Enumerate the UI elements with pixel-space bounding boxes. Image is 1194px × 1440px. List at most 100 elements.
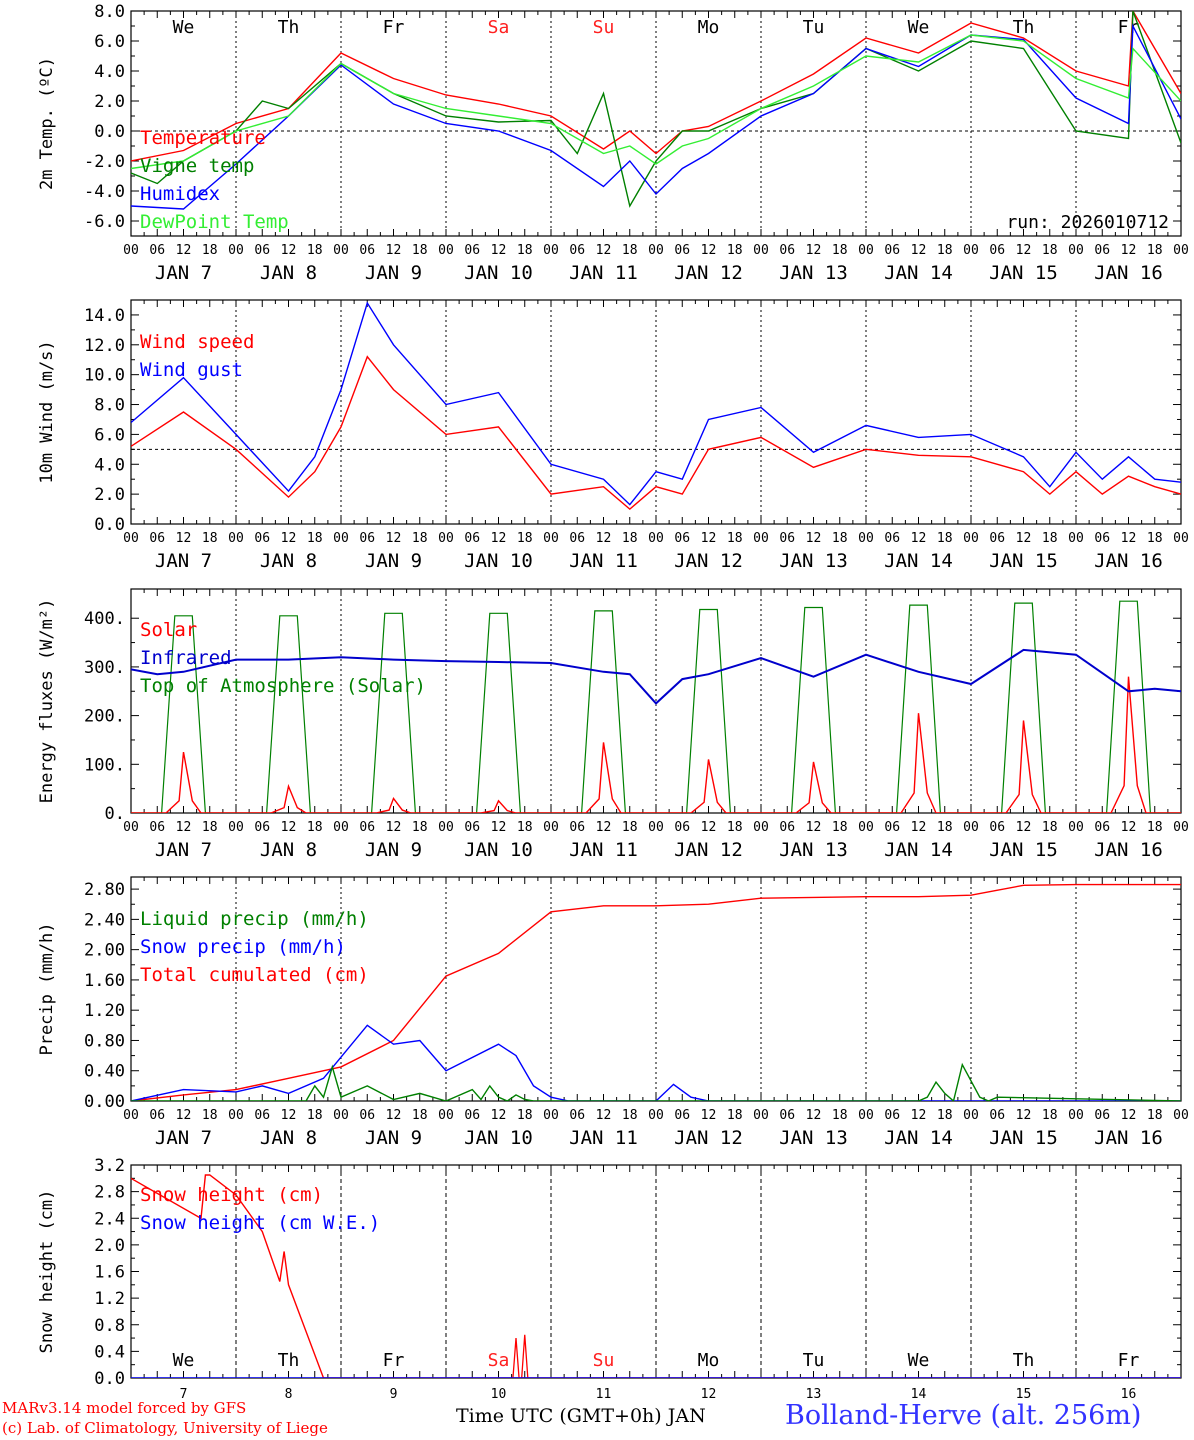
panel-4: 0.00 0.40 0.80 1.20 1.60 2.00 2.40 2.80 Precip (…: [37, 876, 1189, 1149]
hour-tick-label: 00: [228, 243, 244, 258]
hour-tick-label: 12: [491, 243, 507, 258]
series-solar: [131, 676, 1181, 813]
date-label: JAN 10: [464, 550, 533, 572]
snow-spike: [512, 1338, 520, 1378]
hour-tick-label: 18: [1147, 820, 1163, 835]
hour-tick-label: 18: [727, 820, 743, 835]
weekday-label: We: [173, 1350, 195, 1371]
hour-tick-label: 06: [464, 243, 480, 258]
date-label: JAN 10: [464, 1127, 533, 1149]
hour-tick-label: 00: [648, 531, 664, 546]
hour-tick-label: 12: [1016, 820, 1032, 835]
hour-tick-label: 12: [806, 820, 822, 835]
hour-tick-label: 12: [491, 531, 507, 546]
hour-tick-label: 00: [753, 820, 769, 835]
hour-tick-label: 18: [202, 243, 218, 258]
hour-tick-label: 18: [202, 820, 218, 835]
date-label: JAN 15: [989, 262, 1058, 284]
day-number-label: 7: [180, 1387, 188, 1402]
y-tick-label: 0.00: [84, 1092, 125, 1112]
date-label: JAN 10: [464, 262, 533, 284]
hour-tick-label: 12: [701, 1108, 717, 1123]
y-tick-label: 12.0: [84, 336, 125, 356]
hour-tick-label: 06: [674, 820, 690, 835]
hour-tick-label: 06: [359, 243, 375, 258]
y-tick-label: 10.0: [84, 366, 125, 386]
hour-tick-label: 12: [281, 531, 297, 546]
legend-entry: Total cumulated (cm): [140, 964, 369, 986]
series-group: [131, 600, 1181, 813]
hour-tick-label: 00: [1173, 1108, 1189, 1123]
hour-tick-label: 18: [1042, 1108, 1058, 1123]
day-number-label: 12: [701, 1387, 717, 1402]
weekday-label: We: [173, 17, 195, 38]
hour-tick-label: 00: [648, 820, 664, 835]
weekday-label: We: [908, 1350, 930, 1371]
y-tick-label: 0.40: [84, 1062, 125, 1082]
date-label: JAN 7: [155, 550, 212, 572]
hour-tick-label: 00: [1173, 243, 1189, 258]
hour-tick-label: 00: [963, 531, 979, 546]
series-top-of-atmosphere: [131, 600, 1181, 813]
hour-tick-label: 06: [464, 1108, 480, 1123]
series-infrared: [131, 648, 1181, 705]
date-label: JAN 10: [464, 839, 533, 861]
y-tick-label: 2.0: [94, 92, 125, 112]
hour-tick-label: 12: [911, 1108, 927, 1123]
hour-tick-label: 12: [701, 243, 717, 258]
day-number-label: 14: [911, 1387, 927, 1402]
hour-tick-label: 18: [412, 531, 428, 546]
weekday-label: Sa: [488, 1350, 510, 1371]
weekday-label: Th: [278, 1350, 300, 1371]
legend-entry: DewPoint Temp: [140, 211, 289, 233]
hour-tick-label: 18: [727, 243, 743, 258]
y-tick-label: 1.60: [84, 971, 125, 991]
legend-entry: Infrared: [140, 647, 232, 669]
hour-tick-label: 06: [1094, 531, 1110, 546]
hour-tick-label: 12: [491, 1108, 507, 1123]
date-label: JAN 14: [884, 839, 953, 861]
hour-tick-label: 00: [438, 820, 454, 835]
hour-tick-label: 00: [1068, 243, 1084, 258]
hour-tick-label: 00: [228, 531, 244, 546]
series-liquid-precip-mm-h: [131, 1062, 1181, 1101]
y-tick-label: 2.4: [94, 1209, 125, 1229]
hour-tick-label: 18: [937, 531, 953, 546]
weekday-label: Tu: [803, 17, 825, 38]
date-label: JAN 13: [779, 550, 848, 572]
hour-tick-label: 18: [727, 1108, 743, 1123]
hour-tick-label: 18: [307, 820, 323, 835]
series-group: [131, 883, 1181, 1101]
date-label: JAN 11: [569, 262, 638, 284]
hour-tick-label: 18: [307, 1108, 323, 1123]
date-label: JAN 14: [884, 262, 953, 284]
hour-tick-label: 18: [622, 1108, 638, 1123]
hour-tick-label: 18: [727, 531, 743, 546]
weekday-label: Fr: [1118, 1350, 1140, 1371]
hour-tick-label: 12: [596, 243, 612, 258]
hour-tick-label: 00: [228, 820, 244, 835]
date-label: JAN 7: [155, 839, 212, 861]
hour-tick-label: 18: [412, 1108, 428, 1123]
hour-tick-label: 12: [281, 243, 297, 258]
hour-tick-label: 18: [307, 243, 323, 258]
hour-tick-label: 00: [963, 243, 979, 258]
series-temperature: [131, 11, 1181, 162]
hour-tick-label: 18: [412, 820, 428, 835]
hour-tick-label: 12: [1121, 531, 1137, 546]
y-tick-label: 0.0: [94, 1369, 125, 1389]
hour-tick-label: 12: [1121, 1108, 1137, 1123]
hour-tick-label: 06: [1094, 243, 1110, 258]
hour-tick-label: 18: [1042, 820, 1058, 835]
date-label: JAN 8: [260, 262, 317, 284]
y-tick-label: 400.: [84, 609, 125, 629]
hour-tick-label: 18: [1147, 1108, 1163, 1123]
y-tick-label: -4.0: [84, 182, 125, 202]
hour-tick-label: 12: [386, 1108, 402, 1123]
legend-entry: Snow height (cm): [140, 1184, 323, 1206]
hour-tick-label: 06: [359, 1108, 375, 1123]
series-group: [131, 1174, 1181, 1378]
date-label: JAN 15: [989, 1127, 1058, 1149]
y-tick-label: 6.0: [94, 425, 125, 445]
panel-3: 0. 100. 200. 300. 400. Energy fluxes (W/m²) 00…: [37, 588, 1189, 861]
